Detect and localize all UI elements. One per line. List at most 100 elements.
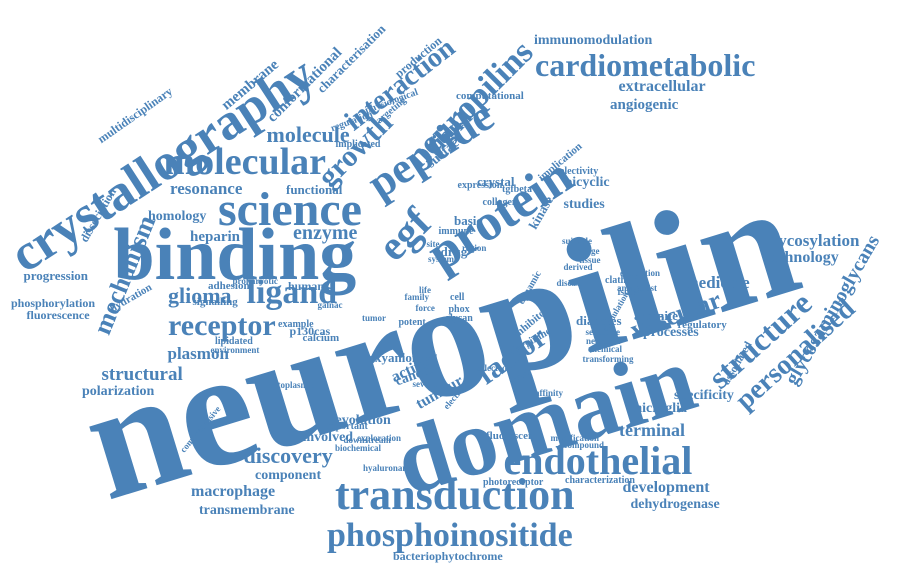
cloud-word: life xyxy=(419,284,431,295)
cloud-word: expression xyxy=(457,180,503,191)
cloud-word: terminal xyxy=(619,420,685,440)
cloud-word: medicine xyxy=(684,272,750,292)
cloud-word: p130cas xyxy=(289,324,331,338)
cloud-word: binding xyxy=(113,214,357,296)
cloud-word: structural xyxy=(101,363,183,385)
cloud-word: tumor xyxy=(362,312,386,323)
cloud-word: immunomodulation xyxy=(534,33,653,48)
cloud-word: crystal xyxy=(477,173,515,189)
cloud-word: technology xyxy=(765,249,839,266)
cloud-word: tgfbeta xyxy=(502,184,532,195)
cloud-word: homology xyxy=(148,209,207,224)
cloud-word: hyaluronan xyxy=(363,462,408,473)
cloud-word: computational xyxy=(456,89,524,102)
cloud-word: transduction xyxy=(335,470,575,519)
cloud-word: lipidated xyxy=(215,336,253,347)
cloud-word: endothelial xyxy=(503,438,693,483)
cloud-word: region xyxy=(462,242,487,253)
cloud-word: discovery xyxy=(243,443,333,468)
cloud-word: ligand xyxy=(246,274,338,311)
cloud-word: downstream xyxy=(343,434,391,445)
cloud-word: phox xyxy=(448,304,470,315)
cloud-word: plasmon xyxy=(167,343,229,363)
cloud-word: evaluation xyxy=(620,267,661,278)
cloud-word: compound xyxy=(563,439,605,450)
cloud-word: evolution xyxy=(335,413,391,428)
cloud-word: microglia xyxy=(630,401,688,416)
cloud-word: fluorescent xyxy=(486,429,538,442)
cloud-word: example xyxy=(278,319,314,330)
cloud-word: neuronal xyxy=(586,335,621,346)
cloud-word: cytoplasmic xyxy=(269,379,315,390)
cloud-word: clathrin xyxy=(605,275,639,286)
cloud-word: biochemical xyxy=(335,442,381,453)
cloud-word: potent xyxy=(398,317,426,328)
cloud-word: phosphorylation xyxy=(11,296,96,310)
cloud-word: dehydrogenase xyxy=(630,497,720,512)
cloud-word: functional xyxy=(286,181,343,197)
cloud-word: resonance xyxy=(170,178,243,198)
cloud-word: molecule xyxy=(266,122,350,147)
cloud-word: basic xyxy=(454,212,483,228)
cloud-word: calcium xyxy=(302,331,340,344)
cloud-word: processes xyxy=(643,325,699,340)
cloud-word: specificity xyxy=(674,388,734,403)
cloud-word: diabetes xyxy=(576,312,622,328)
cloud-word: selected xyxy=(477,362,507,373)
cloud-word: regulatory xyxy=(677,318,727,331)
cloud-word: heparin xyxy=(190,228,241,245)
cloud-word: drug xyxy=(440,243,468,259)
cloud-word: arsenite xyxy=(634,307,679,323)
cloud-word: family xyxy=(404,291,430,302)
cloud-word: cell xyxy=(450,292,465,303)
cloud-word: site xyxy=(426,238,440,249)
cloud-word: collagen xyxy=(482,197,518,208)
cloud-word: bicyclic xyxy=(564,175,610,190)
cloud-word: extracellular xyxy=(618,78,706,95)
cloud-word: isoform xyxy=(617,287,651,298)
cloud-word: macrophage xyxy=(191,483,276,500)
cloud-word: prokaryotic xyxy=(232,275,278,286)
cloud-word: suitable xyxy=(562,235,593,246)
cloud-word: system xyxy=(428,253,454,264)
cloud-word: polarization xyxy=(82,384,155,399)
cloud-word: chemical xyxy=(588,343,622,354)
cloud-word: fluorescence xyxy=(26,308,90,322)
cloud-word: selectivity xyxy=(556,166,599,177)
cloud-word: glycosylation xyxy=(765,230,860,250)
cloud-word: derived xyxy=(563,261,593,272)
cloud-word: several xyxy=(412,378,440,389)
cloud-word: implicated xyxy=(335,139,381,150)
cloud-word: important xyxy=(324,421,368,432)
cloud-word: oxyanion xyxy=(368,349,420,365)
cloud-word: studies xyxy=(563,197,605,212)
cloud-word: modification xyxy=(550,432,600,443)
cloud-word: photoreceptor xyxy=(483,477,544,488)
cloud-word: environment xyxy=(210,344,260,355)
cloud-word: galnac xyxy=(317,299,343,310)
cloud-word: angiogenic xyxy=(610,96,679,113)
cloud-word: disease xyxy=(556,277,584,288)
cloud-word: immune xyxy=(438,226,474,237)
cloud-word: science xyxy=(218,183,362,236)
cloud-word: phosphoinositide xyxy=(327,517,573,554)
cloud-word: signalling xyxy=(192,295,238,308)
cloud-word: tissue xyxy=(579,254,601,265)
cloud-word: cardiometabolic xyxy=(535,47,756,83)
cloud-word: change xyxy=(572,245,600,256)
cloud-word: glioma xyxy=(168,283,232,308)
cloud-word: characterization xyxy=(565,475,635,486)
cloud-word: component xyxy=(255,468,322,483)
cloud-word: affinity xyxy=(535,387,563,398)
cloud-word: molecular xyxy=(163,141,327,183)
cloud-word: involved xyxy=(302,430,354,445)
cloud-word: human xyxy=(288,279,325,293)
cloud-word: antagonist xyxy=(617,282,658,293)
cloud-word: transforming xyxy=(582,353,634,364)
cloud-word: force xyxy=(415,302,435,313)
cloud-word: enzyme xyxy=(293,222,358,244)
cloud-word: receptor xyxy=(168,309,276,342)
cloud-word: progression xyxy=(23,267,89,283)
cloud-word: development xyxy=(622,479,710,496)
